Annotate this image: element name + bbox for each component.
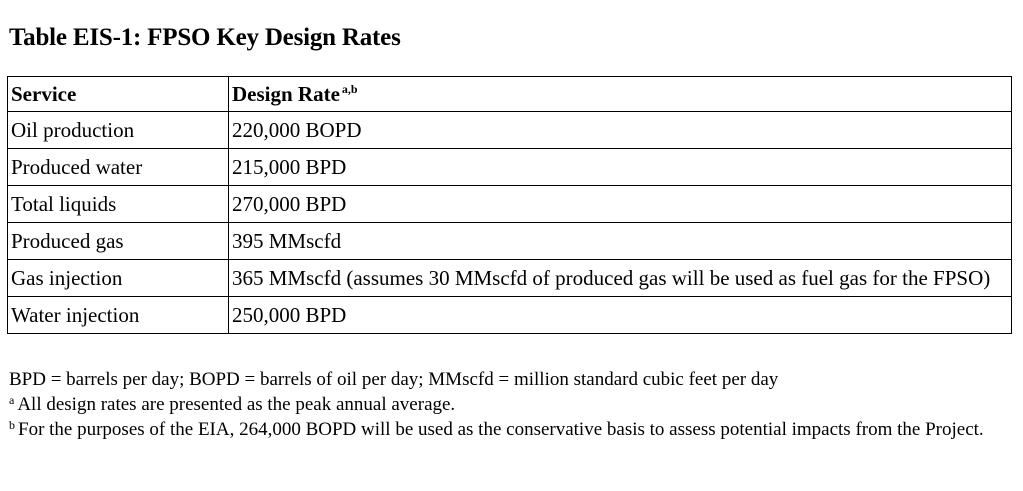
abbreviations-note: BPD = barrels per day; BOPD = barrels of…	[9, 369, 779, 390]
footnote-a: a All design rates are presented as the p…	[9, 392, 984, 417]
footnote-a-text: All design rates are presented as the pe…	[17, 394, 456, 415]
cell-design-rate: 215,000 BPD	[228, 148, 1012, 186]
table-row: Oil production 220,000 BOPD	[7, 111, 1012, 149]
table-row: Total liquids 270,000 BPD	[7, 185, 1012, 223]
header-design-rate: Design Rate a,b	[228, 76, 1012, 112]
cell-design-rate: 270,000 BPD	[228, 185, 1012, 223]
cell-service: Produced water	[7, 148, 229, 186]
cell-service: Water injection	[7, 296, 229, 334]
header-design-rate-footnote-marker: a,b	[341, 81, 358, 96]
cell-service: Produced gas	[7, 222, 229, 260]
footnote-b-text: For the purposes of the EIA, 264,000 BOP…	[18, 419, 984, 440]
header-service: Service	[7, 76, 229, 112]
cell-service: Gas injection	[7, 259, 229, 297]
cell-design-rate: 365 MMscfd (assumes 30 MMscfd of produce…	[228, 259, 1012, 297]
table-row: Produced gas 395 MMscfd	[7, 222, 1012, 260]
footnote-b: b For the purposes of the EIA, 264,000 BO…	[9, 417, 984, 442]
cell-design-rate: 220,000 BOPD	[228, 111, 1012, 149]
table-row: Produced water 215,000 BPD	[7, 148, 1012, 186]
cell-design-rate: 250,000 BPD	[228, 296, 1012, 334]
table-notes: BPD = barrels per day; BOPD = barrels of…	[9, 367, 984, 442]
table-row: Water injection 250,000 BPD	[7, 296, 1012, 334]
table-title: Table EIS-1: FPSO Key Design Rates	[9, 24, 401, 51]
table-row: Gas injection 365 MMscfd (assumes 30 MMs…	[7, 259, 1012, 297]
design-rates-table: Service Design Rate a,b Oil production 22…	[7, 76, 1012, 334]
header-service-label: Service	[11, 81, 77, 106]
footnote-b-marker: b	[9, 418, 15, 432]
table-header-row: Service Design Rate a,b	[7, 76, 1012, 112]
cell-service: Oil production	[7, 111, 229, 149]
cell-design-rate: 395 MMscfd	[228, 222, 1012, 260]
footnote-a-marker: a	[9, 393, 15, 407]
header-design-rate-label: Design Rate	[232, 81, 340, 106]
cell-service: Total liquids	[7, 185, 229, 223]
